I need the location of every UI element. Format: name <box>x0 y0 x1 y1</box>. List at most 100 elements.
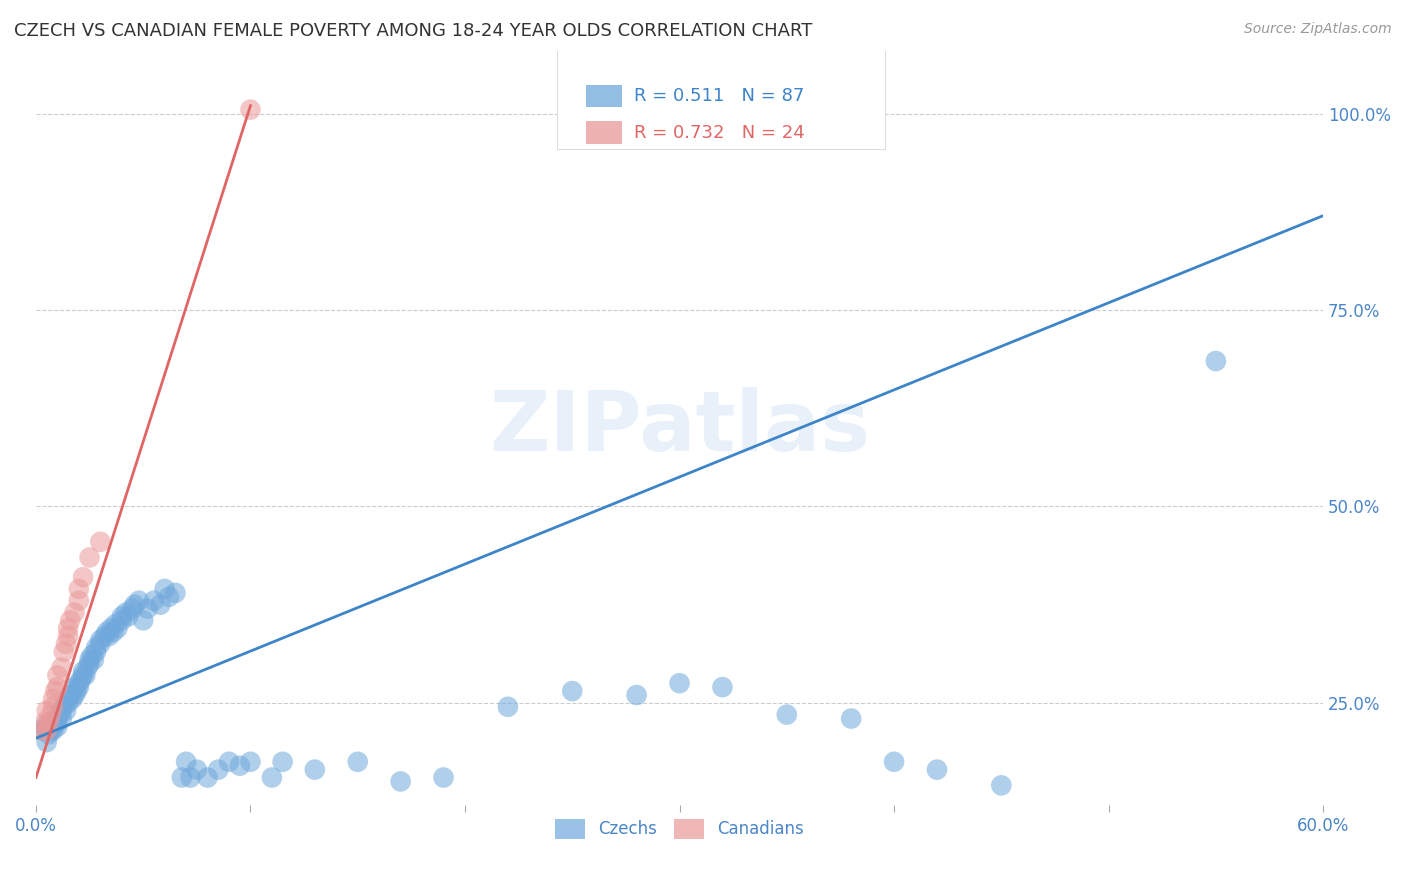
Point <box>38 715 60 730</box>
Point <box>72 668 94 682</box>
Bar <box>585 121 621 144</box>
Point <box>46 719 69 733</box>
Point <box>776 707 799 722</box>
Point <box>432 771 454 785</box>
Point <box>35 704 58 718</box>
Point <box>925 763 948 777</box>
Point <box>97 629 120 643</box>
Point <box>121 601 143 615</box>
Point <box>42 723 65 738</box>
Point <box>626 688 648 702</box>
Point <box>31 723 53 738</box>
Point <box>51 704 73 718</box>
Point <box>96 625 118 640</box>
Point <box>76 660 98 674</box>
Point <box>179 771 201 785</box>
Point <box>79 657 101 671</box>
Point <box>218 755 240 769</box>
Point <box>56 629 79 643</box>
Point <box>67 676 90 690</box>
Point <box>239 755 262 769</box>
Point <box>990 778 1012 792</box>
Point <box>107 621 129 635</box>
Point <box>1205 354 1227 368</box>
Text: R = 0.732   N = 24: R = 0.732 N = 24 <box>634 124 806 142</box>
Point <box>93 629 115 643</box>
Point <box>89 632 111 647</box>
Point <box>79 550 101 565</box>
Point <box>63 606 86 620</box>
Point <box>52 699 75 714</box>
Point <box>174 755 197 769</box>
Point <box>35 735 58 749</box>
Point <box>207 763 229 777</box>
Point <box>31 723 53 738</box>
Point <box>70 673 93 687</box>
Point <box>346 755 368 769</box>
Point <box>104 617 127 632</box>
Point <box>56 696 79 710</box>
Point <box>35 723 58 738</box>
Point <box>389 774 412 789</box>
Point <box>186 763 208 777</box>
Point <box>260 771 283 785</box>
Point <box>34 715 56 730</box>
Point <box>883 755 905 769</box>
Point <box>89 637 111 651</box>
Text: R = 0.511   N = 87: R = 0.511 N = 87 <box>634 87 804 105</box>
Point <box>42 719 65 733</box>
Point <box>59 613 82 627</box>
Point <box>117 609 139 624</box>
Point <box>561 684 583 698</box>
Point <box>67 582 90 596</box>
Point <box>51 712 73 726</box>
Point <box>84 640 107 655</box>
Point <box>668 676 690 690</box>
Text: Source: ZipAtlas.com: Source: ZipAtlas.com <box>1244 22 1392 37</box>
Point <box>111 609 134 624</box>
Point <box>101 625 124 640</box>
Point <box>44 712 66 726</box>
Point <box>239 103 262 117</box>
Point <box>63 688 86 702</box>
Point <box>46 668 69 682</box>
Point <box>839 712 862 726</box>
Point <box>79 653 101 667</box>
Point <box>44 715 66 730</box>
FancyBboxPatch shape <box>557 47 886 149</box>
Point <box>55 704 77 718</box>
Point <box>197 771 219 785</box>
Point <box>35 723 58 738</box>
Bar <box>585 85 621 107</box>
Point <box>60 692 83 706</box>
Text: ZIPatlas: ZIPatlas <box>489 387 870 468</box>
Point <box>48 707 70 722</box>
Point <box>67 680 90 694</box>
Point <box>59 688 82 702</box>
Point <box>63 680 86 694</box>
Point <box>55 637 77 651</box>
Point <box>115 606 138 620</box>
Point <box>39 719 62 733</box>
Point <box>38 727 60 741</box>
Point <box>72 665 94 679</box>
Point <box>46 680 69 694</box>
Point <box>72 570 94 584</box>
Point <box>39 723 62 738</box>
Point <box>42 699 65 714</box>
Point <box>271 755 294 769</box>
Point <box>84 645 107 659</box>
Point <box>124 598 146 612</box>
Point <box>42 692 65 706</box>
Point <box>39 707 62 722</box>
Point <box>67 593 90 607</box>
Point <box>170 771 193 785</box>
Point <box>229 758 252 772</box>
Text: CZECH VS CANADIAN FEMALE POVERTY AMONG 18-24 YEAR OLDS CORRELATION CHART: CZECH VS CANADIAN FEMALE POVERTY AMONG 1… <box>14 22 813 40</box>
Point <box>136 601 159 615</box>
Point <box>149 598 172 612</box>
Point <box>128 593 150 607</box>
Point <box>142 593 165 607</box>
Point <box>34 719 56 733</box>
Point <box>132 613 155 627</box>
